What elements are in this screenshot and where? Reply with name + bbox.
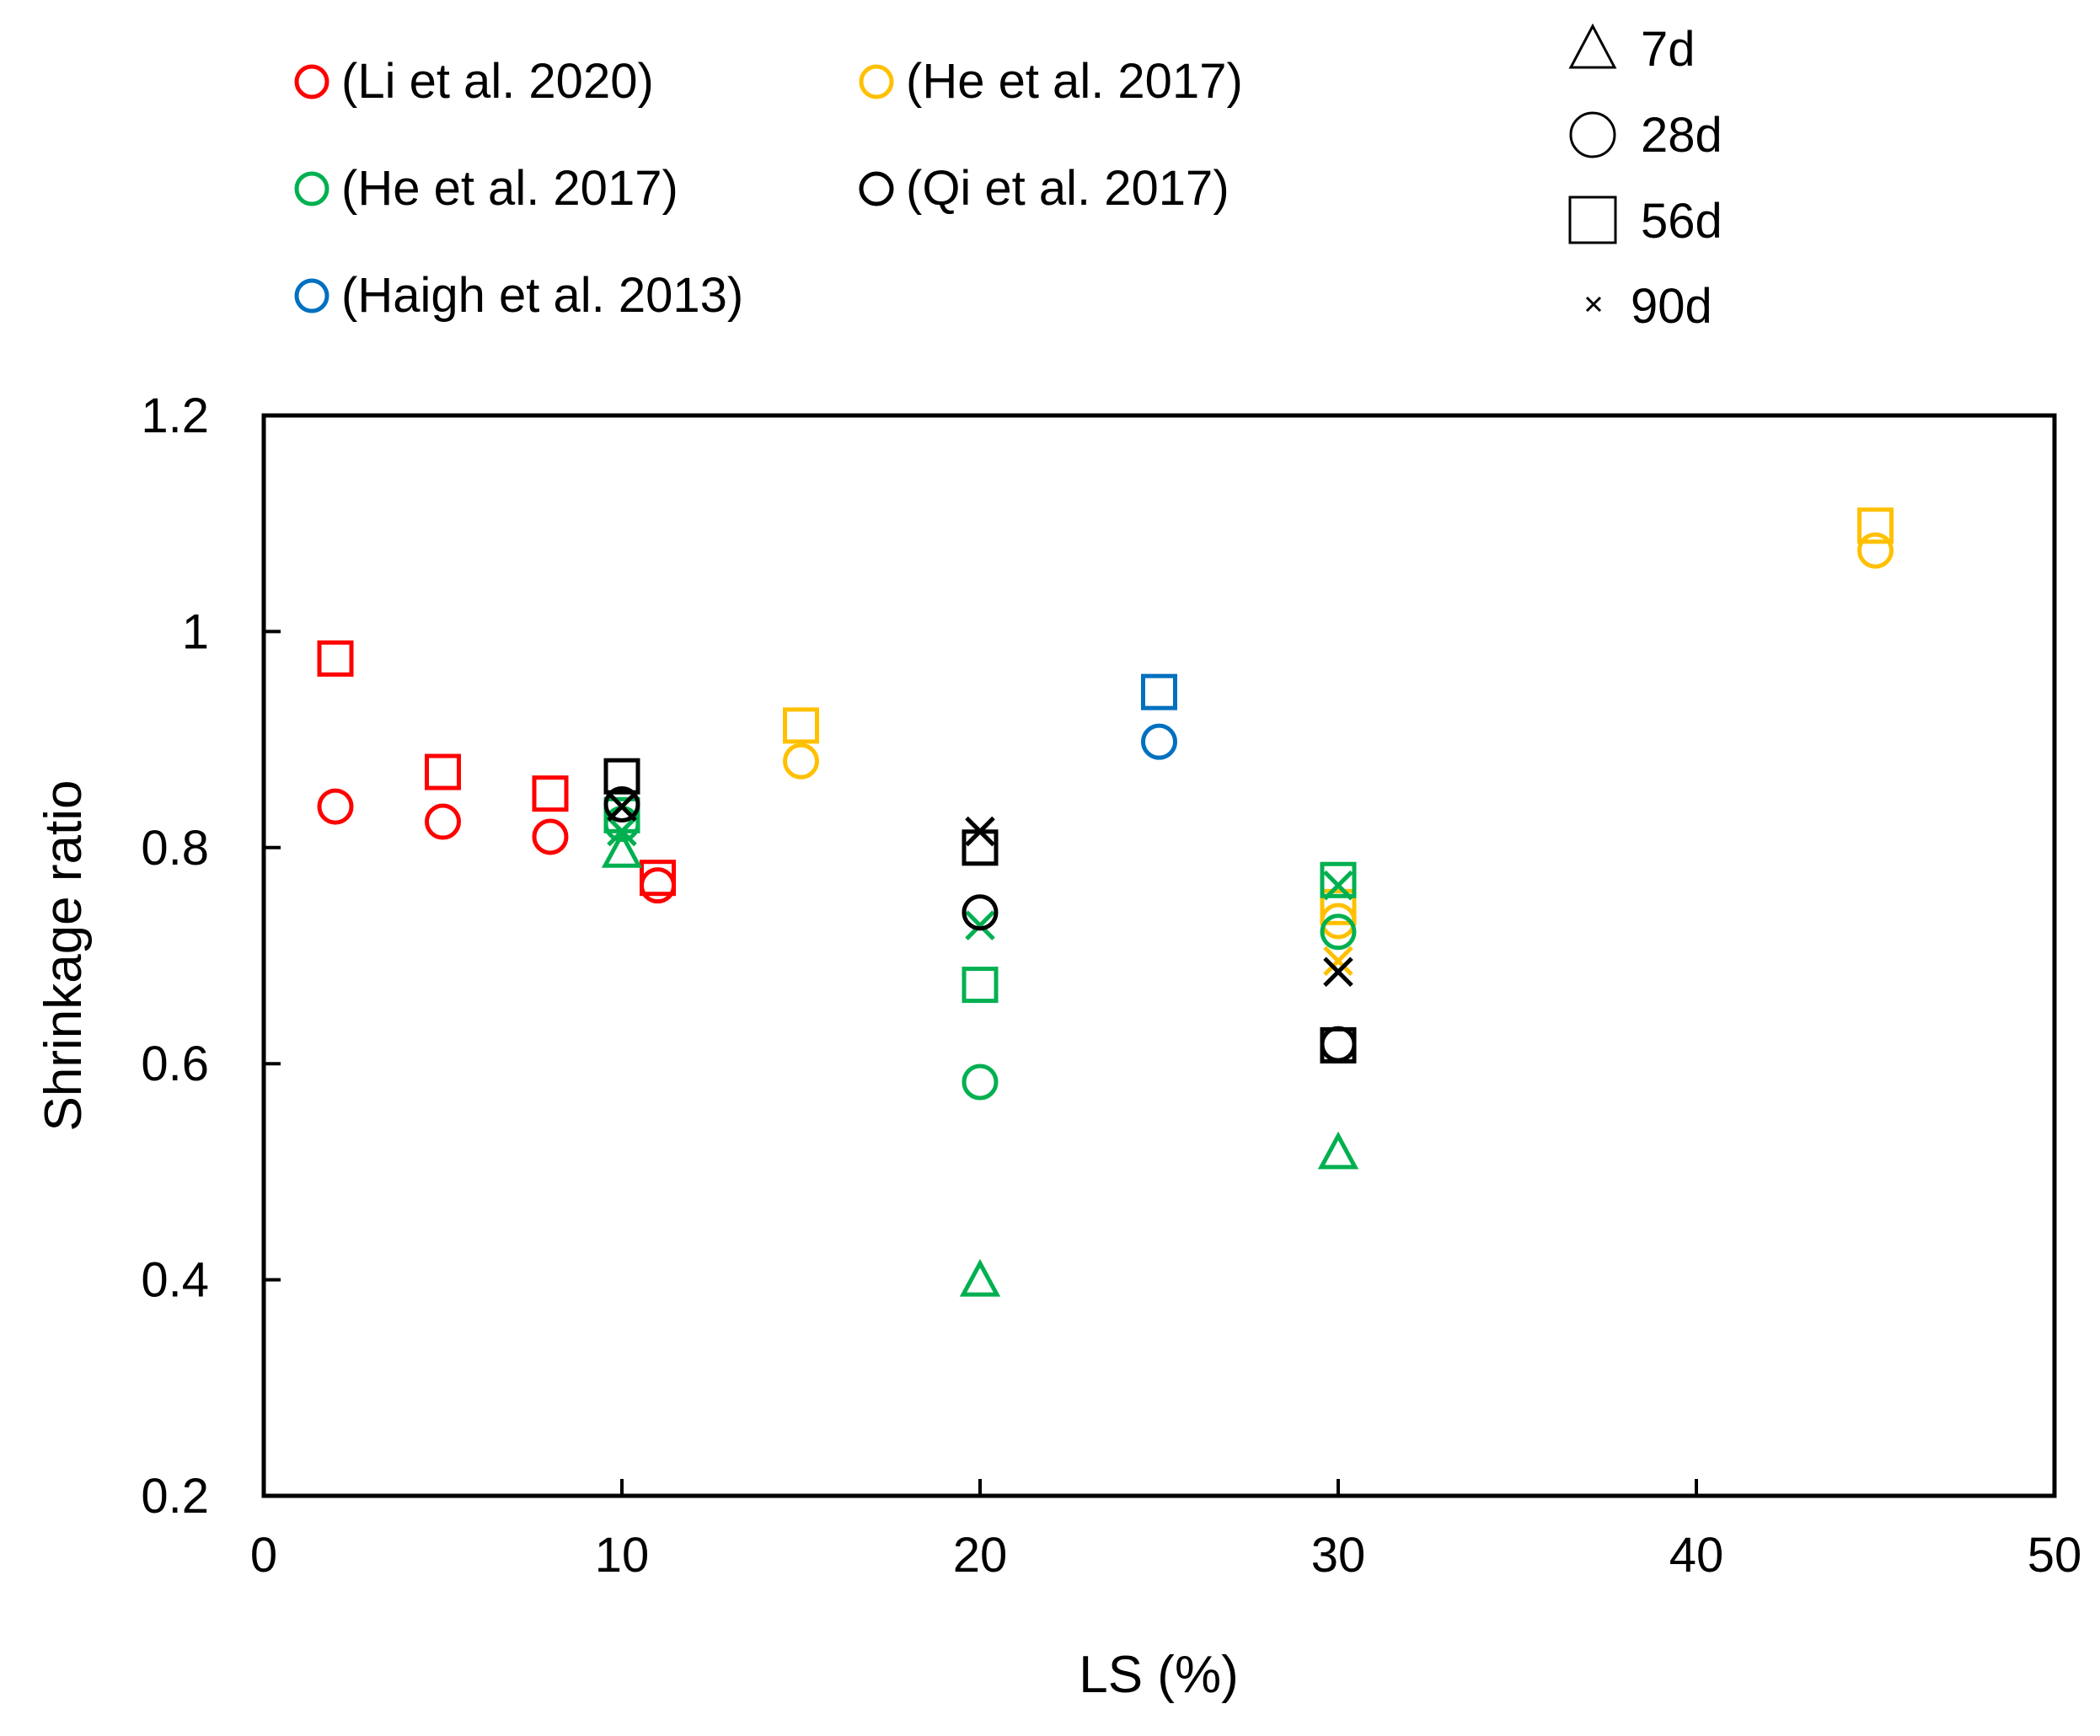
data-point-circle	[962, 1064, 999, 1101]
data-point-triangle	[601, 829, 643, 868]
y-tick-label: 0.4	[141, 1253, 209, 1308]
legend-label-he-2017-green: (He et al. 2017)	[341, 161, 678, 216]
data-point-circle	[317, 788, 354, 825]
data-point-x	[1323, 956, 1353, 987]
data-point-square	[962, 967, 999, 1004]
legend-circle-red	[294, 64, 329, 99]
legend-entry-he-2017-green: (He et al. 2017)	[294, 161, 678, 216]
x-tick-label: 20	[953, 1528, 1008, 1583]
legend-square-marker	[1568, 196, 1617, 244]
data-point-square	[962, 829, 999, 866]
x-tick-label: 10	[595, 1528, 650, 1583]
legend-circle-black	[859, 171, 894, 206]
data-point-triangle	[1317, 1131, 1359, 1170]
legend-entry-7d: 7d	[1568, 22, 1696, 77]
data-point-square	[425, 753, 461, 790]
data-point-circle	[603, 786, 640, 823]
data-point-square	[1320, 861, 1357, 898]
data-point-circle	[1857, 532, 1894, 569]
legend-label-haigh-2013: (Haigh et al. 2013)	[341, 268, 743, 323]
data-point-x	[607, 791, 637, 822]
data-point-square	[640, 860, 676, 897]
legend-entry-he-2017-orange: (He et al. 2017)	[859, 54, 1243, 109]
legend-circle-blue	[294, 278, 329, 313]
legend-triangle-marker	[1568, 23, 1617, 69]
legend-label-7d: 7d	[1641, 22, 1696, 77]
age-legend: 7d 28d 56d 90d	[1568, 22, 1722, 334]
data-point-square	[1141, 673, 1177, 710]
x-tick-label: 30	[1311, 1528, 1366, 1583]
data-point-x	[607, 816, 637, 847]
legend-x-marker	[1585, 296, 1602, 313]
data-point-circle	[1141, 723, 1177, 760]
legend-label-28d: 28d	[1641, 108, 1722, 163]
x-tick-label: 50	[2028, 1528, 2082, 1583]
legend-entry-haigh-2013: (Haigh et al. 2013)	[294, 268, 743, 323]
data-point-square	[783, 707, 819, 744]
y-axis-label: Shrinkage ratio	[35, 780, 93, 1131]
x-axis-label: LS (%)	[1079, 1646, 1238, 1704]
data-point-square	[603, 758, 640, 795]
legend-label-56d: 56d	[1641, 194, 1722, 249]
data-point-square	[317, 640, 354, 677]
legend-entry-qi-2017: (Qi et al. 2017)	[859, 161, 1229, 216]
y-tick-label: 0.8	[141, 821, 209, 876]
data-point-circle	[962, 894, 999, 931]
data-point-x	[1323, 946, 1353, 977]
y-tick-label: 1	[182, 604, 209, 659]
marker-layer	[317, 507, 1894, 1297]
legend-label-90d: 90d	[1631, 279, 1712, 334]
data-point-square	[532, 775, 569, 812]
legend-entry-56d: 56d	[1568, 194, 1722, 249]
legend-circle-orange	[859, 64, 894, 99]
legend-circle-marker	[1569, 111, 1616, 158]
data-point-triangle	[959, 1258, 1001, 1297]
legend-entry-90d: 90d	[1585, 279, 1712, 334]
y-tick-label: 0.2	[141, 1469, 209, 1524]
legend-label-qi-2017: (Qi et al. 2017)	[906, 161, 1229, 216]
legend-label-he-2017-orange: (He et al. 2017)	[906, 54, 1243, 109]
data-point-circle	[425, 803, 461, 840]
data-point-square	[1320, 888, 1357, 925]
data-point-square	[1857, 507, 1894, 544]
plot-frame	[261, 413, 2057, 1498]
data-point-circle	[1320, 1026, 1357, 1063]
data-point-circle	[783, 742, 819, 780]
data-point-circle	[640, 867, 676, 904]
legend-entry-28d: 28d	[1569, 108, 1722, 163]
y-tick-label: 1.2	[141, 388, 209, 443]
data-point-square	[1320, 1026, 1357, 1064]
data-point-circle	[1320, 914, 1357, 951]
tick-layer: 0 10 20 30 40 50 0.2 0.4 0.6 0.8 1 1.2	[141, 388, 2081, 1583]
y-tick-label: 0.6	[141, 1037, 209, 1091]
data-point-x	[965, 910, 995, 940]
legend-entry-li-2020: (Li et al. 2020)	[294, 54, 654, 109]
data-point-x	[1323, 870, 1353, 901]
x-tick-label: 0	[250, 1528, 277, 1583]
data-point-x	[965, 816, 995, 847]
data-point-circle	[532, 818, 569, 855]
source-legend: (Li et al. 2020) (He et al. 2017) (He et…	[294, 54, 1243, 323]
legend-circle-green	[294, 171, 329, 206]
x-tick-label: 40	[1669, 1528, 1724, 1583]
legend-label-li-2020: (Li et al. 2020)	[341, 54, 654, 109]
